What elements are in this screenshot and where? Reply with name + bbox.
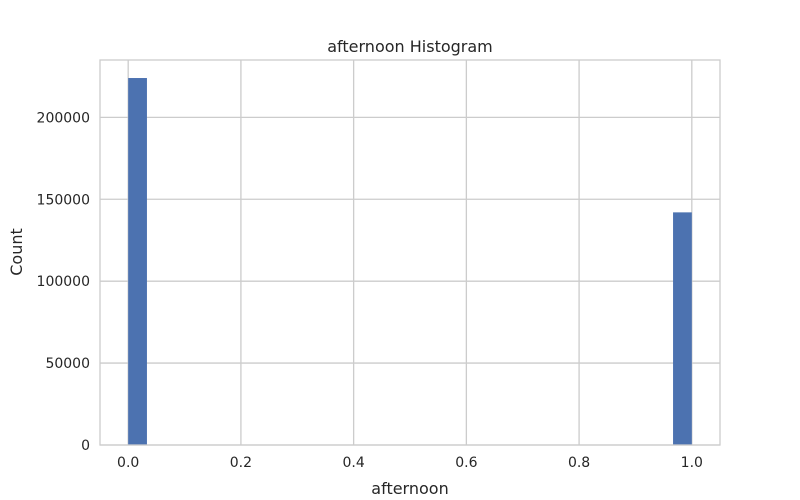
x-tick-label: 0.8: [568, 455, 590, 471]
y-tick-label: 0: [81, 438, 90, 454]
y-tick-label: 200000: [37, 110, 90, 126]
y-ticks: 0 50000 100000 150000 200000: [37, 110, 90, 454]
x-axis-label: afternoon: [371, 479, 448, 498]
x-ticks: 0.0 0.2 0.4 0.6 0.8 1.0: [117, 455, 703, 471]
y-tick-label: 150000: [37, 192, 90, 208]
y-tick-label: 100000: [37, 274, 90, 290]
x-tick-label: 0.4: [343, 455, 365, 471]
y-axis-label: Count: [7, 228, 26, 276]
x-tick-label: 0.6: [455, 455, 477, 471]
histogram-bar: [673, 212, 692, 445]
x-tick-label: 0.0: [117, 455, 139, 471]
histogram-bar: [128, 78, 147, 446]
y-tick-label: 50000: [45, 356, 90, 372]
x-tick-label: 1.0: [681, 455, 703, 471]
grid: [100, 60, 720, 446]
x-tick-label: 0.2: [230, 455, 252, 471]
plot-frame: [99, 59, 721, 446]
bars: [128, 78, 692, 446]
chart-title: afternoon Histogram: [327, 37, 493, 56]
